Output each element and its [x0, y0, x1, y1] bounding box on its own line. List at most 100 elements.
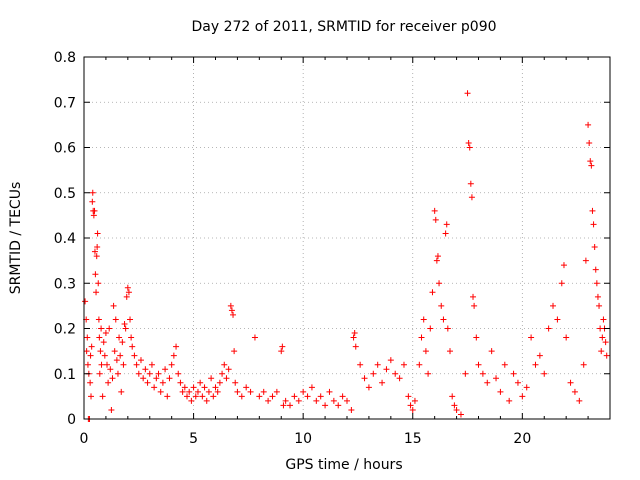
data-point	[571, 388, 578, 395]
data-point	[447, 348, 454, 355]
data-point	[407, 402, 414, 409]
data-point	[433, 257, 440, 264]
data-point	[107, 366, 114, 373]
data-point	[370, 370, 377, 377]
data-point	[431, 207, 438, 214]
data-point	[106, 325, 113, 332]
data-point	[594, 293, 601, 300]
data-point	[82, 298, 89, 305]
data-point	[91, 248, 98, 255]
data-point	[95, 280, 102, 287]
data-point	[112, 316, 119, 323]
data-point	[443, 221, 450, 228]
x-tick-label: 0	[80, 431, 89, 447]
data-point	[157, 388, 164, 395]
data-point	[300, 388, 307, 395]
data-point	[451, 402, 458, 409]
data-point	[425, 370, 432, 377]
data-point	[593, 280, 600, 287]
data-point	[265, 397, 272, 404]
data-point	[131, 352, 138, 359]
data-point	[488, 348, 495, 355]
data-point	[164, 393, 171, 400]
data-point	[545, 325, 552, 332]
data-point	[234, 388, 241, 395]
data-point	[120, 361, 127, 368]
data-point	[493, 375, 500, 382]
data-point	[137, 357, 144, 364]
data-point	[438, 302, 445, 309]
data-point	[416, 361, 423, 368]
data-point	[541, 370, 548, 377]
data-point	[350, 334, 357, 341]
data-point	[199, 393, 206, 400]
data-point	[173, 343, 180, 350]
data-point	[269, 393, 276, 400]
data-point	[339, 393, 346, 400]
data-point	[129, 343, 136, 350]
data-point	[357, 361, 364, 368]
data-point	[91, 207, 98, 214]
data-point	[133, 361, 140, 368]
data-point	[361, 375, 368, 382]
data-point	[227, 302, 234, 309]
data-point	[144, 379, 151, 386]
y-tick-label: 0.5	[54, 186, 76, 202]
data-point	[588, 162, 595, 169]
data-point	[519, 393, 526, 400]
data-point	[279, 343, 286, 350]
data-point	[97, 348, 104, 355]
data-point	[396, 375, 403, 382]
data-point	[194, 388, 201, 395]
data-point	[313, 397, 320, 404]
data-point	[243, 384, 250, 391]
data-point	[422, 348, 429, 355]
data-point	[351, 330, 358, 337]
data-point	[335, 402, 342, 409]
data-point	[467, 180, 474, 187]
data-point	[465, 139, 472, 146]
data-point	[304, 393, 311, 400]
data-point	[170, 352, 177, 359]
data-point	[214, 388, 221, 395]
data-point	[186, 388, 193, 395]
data-point	[216, 379, 223, 386]
data-point	[449, 393, 456, 400]
data-point	[282, 397, 289, 404]
data-point	[179, 388, 186, 395]
data-point	[225, 366, 232, 373]
data-point	[177, 379, 184, 386]
data-point	[427, 325, 434, 332]
data-point	[88, 393, 95, 400]
data-point	[585, 121, 592, 128]
data-point	[528, 334, 535, 341]
x-tick-label: 20	[513, 431, 531, 447]
data-point	[510, 370, 517, 377]
y-tick-label: 0.6	[54, 141, 76, 157]
data-point	[117, 352, 124, 359]
data-point	[563, 334, 570, 341]
data-point	[125, 289, 132, 296]
data-point	[453, 406, 460, 413]
data-point	[116, 334, 123, 341]
data-point	[580, 361, 587, 368]
data-point	[95, 316, 102, 323]
data-point	[238, 393, 245, 400]
data-point	[108, 406, 115, 413]
data-points	[82, 90, 610, 422]
y-tick-label: 0.4	[54, 231, 76, 247]
data-point	[514, 379, 521, 386]
data-point	[479, 370, 486, 377]
data-point	[420, 316, 427, 323]
data-point	[128, 334, 135, 341]
data-point	[326, 388, 333, 395]
data-point	[93, 289, 100, 296]
data-point	[151, 384, 158, 391]
data-point	[88, 343, 95, 350]
data-point	[208, 375, 215, 382]
x-tick-label: 10	[294, 431, 312, 447]
data-point	[592, 266, 599, 273]
data-point	[146, 370, 153, 377]
data-point	[140, 375, 147, 382]
data-point	[464, 90, 471, 97]
